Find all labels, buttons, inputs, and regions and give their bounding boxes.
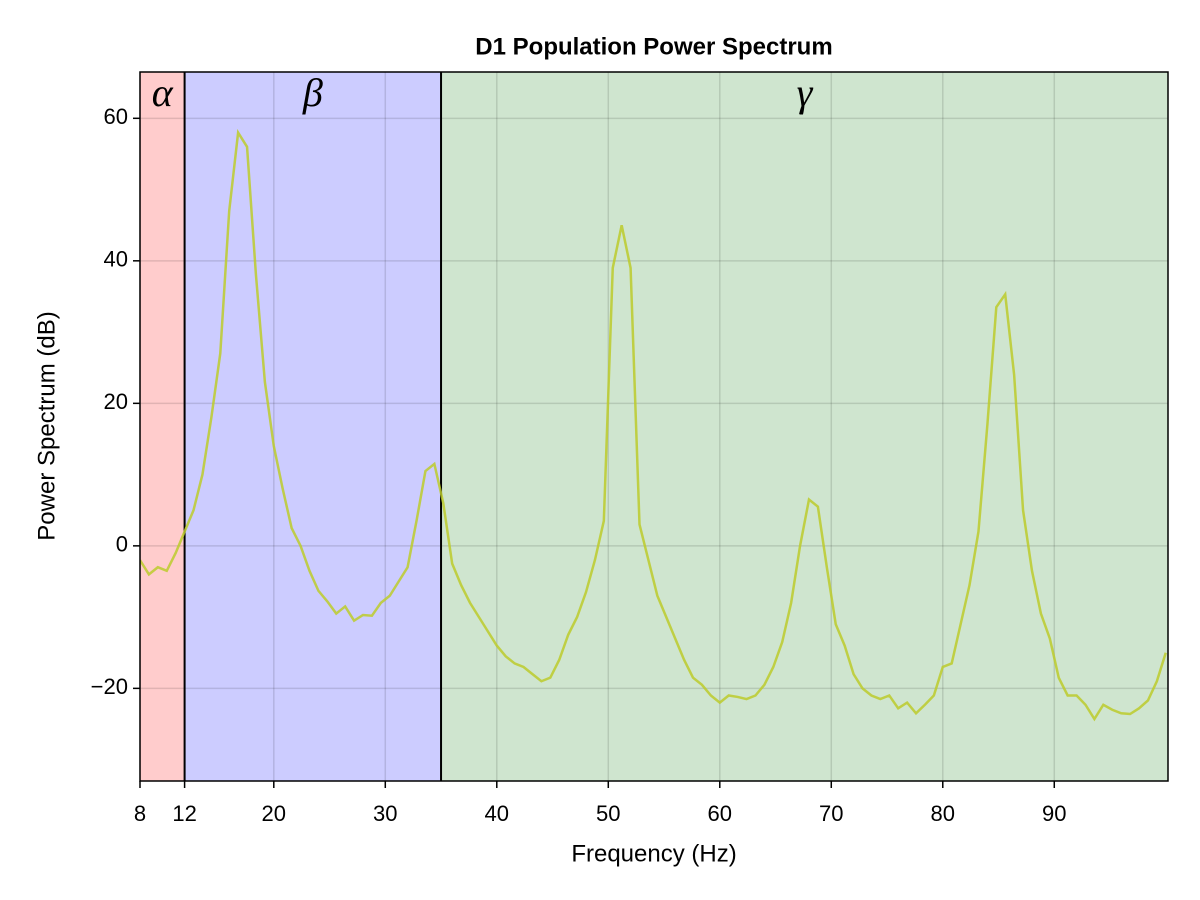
x-tick-label: 40	[485, 801, 509, 826]
x-tick-label: 70	[819, 801, 843, 826]
y-tick-label: 20	[104, 389, 128, 414]
y-tick-label: −20	[91, 674, 128, 699]
x-tick-label: 60	[708, 801, 732, 826]
x-axis-label: Frequency (Hz)	[571, 840, 736, 867]
band	[140, 72, 185, 781]
band-label: γ	[797, 70, 814, 115]
band-label: β	[302, 70, 323, 115]
band	[441, 72, 1168, 781]
x-tick-label: 12	[172, 801, 196, 826]
x-tick-label: 8	[134, 801, 146, 826]
x-tick-label: 80	[931, 801, 955, 826]
plot-frame	[139, 71, 1169, 782]
x-tick-label: 30	[373, 801, 397, 826]
x-tick-label: 50	[596, 801, 620, 826]
y-tick-label: 0	[116, 532, 128, 557]
band-label: α	[152, 70, 174, 115]
band	[184, 72, 442, 781]
y-axis-label: Power Spectrum (dB)	[33, 311, 60, 540]
y-tick-label: 60	[104, 104, 128, 129]
x-tick-label: 90	[1042, 801, 1066, 826]
x-tick-label: 20	[262, 801, 286, 826]
y-tick-label: 40	[104, 247, 128, 272]
chart-title: D1 Population Power Spectrum	[475, 33, 832, 60]
series-line	[140, 128, 1167, 722]
